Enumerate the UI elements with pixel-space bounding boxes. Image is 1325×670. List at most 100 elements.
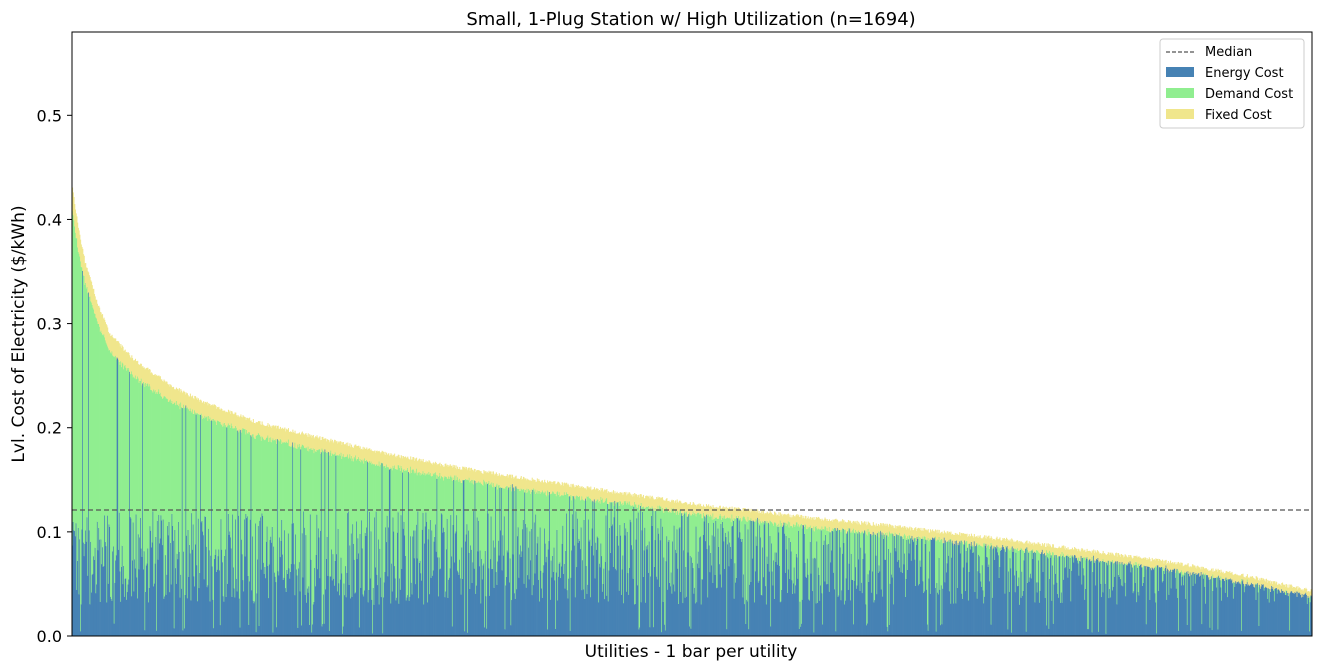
bar-fixed-cost <box>214 404 216 421</box>
bar-demand-cost <box>413 469 415 531</box>
bar-fixed-cost <box>346 445 348 457</box>
bar-demand-cost <box>536 490 538 544</box>
bar-demand-cost <box>561 495 563 544</box>
bar-energy-cost <box>328 451 330 636</box>
bar-demand-cost <box>683 511 686 514</box>
bar-demand-cost <box>399 470 402 590</box>
bar-energy-cost <box>522 519 524 636</box>
bar-energy-cost <box>1063 579 1065 636</box>
bar-energy-cost <box>737 518 739 636</box>
bar-fixed-cost <box>547 482 549 492</box>
bar-demand-cost <box>602 502 604 584</box>
bar-fixed-cost <box>606 489 608 498</box>
bar-energy-cost <box>480 603 482 636</box>
bar-energy-cost <box>136 577 138 636</box>
bar-energy-cost <box>519 554 521 636</box>
bar-energy-cost <box>674 591 676 636</box>
bar-fixed-cost <box>1104 553 1106 563</box>
bar-demand-cost <box>1083 557 1085 576</box>
bar-energy-cost <box>1252 584 1254 636</box>
bar-demand-cost <box>539 490 541 602</box>
bar-energy-cost <box>898 560 900 636</box>
bar-energy-cost <box>500 487 503 636</box>
bar-demand-cost <box>558 494 560 577</box>
bar-energy-cost <box>622 555 624 636</box>
bar-fixed-cost <box>1264 579 1266 588</box>
bar-fixed-cost <box>1060 547 1063 557</box>
bar-fixed-cost <box>215 406 217 422</box>
bar-energy-cost <box>905 578 907 636</box>
bar-fixed-cost <box>853 521 855 533</box>
bar-fixed-cost <box>777 515 779 527</box>
bar-fixed-cost <box>752 510 754 521</box>
bar-fixed-cost <box>271 426 273 441</box>
bar-demand-cost <box>526 488 528 528</box>
bar-demand-cost <box>214 420 216 559</box>
bar-fixed-cost <box>248 418 250 432</box>
bar-energy-cost <box>1232 583 1234 636</box>
bar-fixed-cost <box>320 439 322 453</box>
bar-fixed-cost <box>653 499 655 511</box>
bar-demand-cost <box>717 518 719 529</box>
bar-demand-cost <box>696 513 698 603</box>
bar-energy-cost <box>287 573 289 636</box>
bar-fixed-cost <box>272 425 274 439</box>
bar-energy-cost <box>1099 560 1101 636</box>
bar-energy-cost <box>312 604 314 636</box>
bar-energy-cost <box>210 555 212 636</box>
bar-fixed-cost <box>642 496 644 508</box>
bar-energy-cost <box>748 629 750 636</box>
bar-demand-cost <box>334 454 336 586</box>
bar-demand-cost <box>514 491 516 594</box>
bar-fixed-cost <box>1220 569 1222 577</box>
bar-energy-cost <box>282 579 284 636</box>
bar-fixed-cost <box>807 516 809 527</box>
bar-demand-cost <box>317 450 320 529</box>
bar-demand-cost <box>1044 555 1046 599</box>
bar-fixed-cost <box>386 454 388 468</box>
bar-demand-cost <box>247 433 249 576</box>
bar-energy-cost <box>1011 546 1013 636</box>
bar-fixed-cost <box>966 533 968 541</box>
bar-demand-cost <box>690 515 692 629</box>
bar-fixed-cost <box>538 479 540 491</box>
bar-demand-cost <box>269 441 271 541</box>
bar-demand-cost <box>162 398 164 520</box>
bar-fixed-cost <box>1133 555 1135 564</box>
bar-demand-cost <box>789 522 791 579</box>
bar-energy-cost <box>1244 586 1246 636</box>
bar-fixed-cost <box>347 446 350 459</box>
bar-demand-cost <box>765 521 767 587</box>
bar-energy-cost <box>926 624 929 636</box>
bar-energy-cost <box>1033 551 1035 636</box>
bar-energy-cost <box>441 514 443 636</box>
bar-fixed-cost <box>290 431 292 447</box>
bar-energy-cost <box>541 597 544 636</box>
bar-fixed-cost <box>617 493 619 503</box>
bar-energy-cost <box>812 558 814 636</box>
bar-energy-cost <box>444 597 446 636</box>
bar-energy-cost <box>129 516 131 636</box>
bar-fixed-cost <box>317 437 319 451</box>
bar-fixed-cost <box>246 417 248 430</box>
bar-fixed-cost <box>523 477 525 490</box>
bar-demand-cost <box>353 456 355 560</box>
bar-fixed-cost <box>571 484 574 496</box>
bar-fixed-cost <box>1071 549 1073 557</box>
bar-demand-cost <box>197 413 199 519</box>
bar-fixed-cost <box>1266 582 1268 588</box>
bar-demand-cost <box>613 505 615 518</box>
bar-fixed-cost <box>238 416 240 433</box>
bar-fixed-cost <box>921 530 923 539</box>
bar-fixed-cost <box>1196 568 1198 575</box>
bar-demand-cost <box>458 481 460 575</box>
bar-fixed-cost <box>776 514 778 525</box>
bar-demand-cost <box>651 508 653 517</box>
bar-fixed-cost <box>1285 583 1287 590</box>
bar-fixed-cost <box>973 537 975 547</box>
bar-demand-cost <box>679 509 681 528</box>
bar-energy-cost <box>438 557 440 636</box>
bar-energy-cost <box>1059 556 1061 636</box>
bar-demand-cost <box>922 536 924 582</box>
bar-energy-cost <box>981 565 983 636</box>
